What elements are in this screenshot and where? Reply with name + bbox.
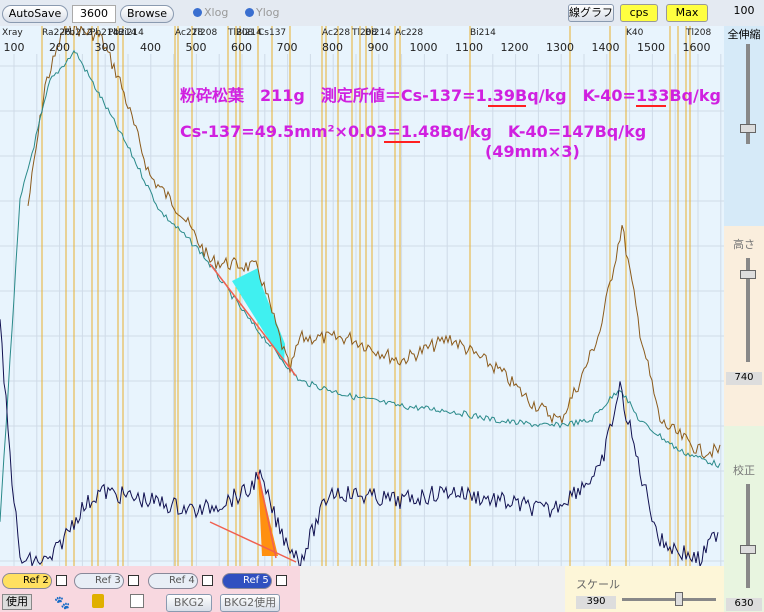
x-tick-label: 1500	[637, 41, 665, 54]
height-value: 740	[726, 372, 762, 385]
plot-background	[0, 26, 724, 566]
x-tick-label: 1600	[683, 41, 711, 54]
baseline	[209, 263, 297, 377]
max-button[interactable]: Max	[666, 4, 708, 22]
zoom-slider[interactable]	[746, 44, 750, 144]
x-tick-label: 200	[49, 41, 70, 54]
ref-checkbox[interactable]	[56, 575, 67, 586]
ref-checkbox[interactable]	[128, 575, 139, 586]
peak-label: Tl208	[191, 28, 217, 38]
peak-edge	[257, 471, 277, 559]
peak-label: Pb214	[90, 28, 119, 38]
peak-label: Tl208	[351, 28, 377, 38]
bkg2-button[interactable]: BKG2	[166, 594, 212, 612]
baseline-diff	[209, 521, 297, 563]
xlog-radio[interactable]: Xlog	[193, 4, 228, 22]
autosave-button[interactable]: AutoSave	[2, 5, 68, 23]
spectrum-line	[0, 319, 719, 566]
top-value: 100	[733, 4, 755, 17]
x-tick-label: 1400	[592, 41, 620, 54]
x-tick-label: 1300	[546, 41, 574, 54]
calib-thumb[interactable]	[740, 545, 756, 554]
peak-label: Ac228	[395, 28, 423, 38]
ref-checkbox[interactable]	[276, 575, 287, 586]
graph-button[interactable]: 線グラフ	[568, 4, 614, 22]
use-button[interactable]: 使用	[2, 594, 32, 610]
spectrum-line	[0, 49, 721, 522]
scale-value: 390	[576, 596, 616, 609]
calib-slider[interactable]	[746, 484, 750, 588]
peak-label: Xray	[2, 28, 23, 38]
annotation: 粉砕松葉 211g 測定所値＝Cs-137=1.39Bq/kg K-40=133…	[180, 86, 721, 105]
calib-label: 校正	[733, 464, 755, 477]
browse-button[interactable]: Browse	[120, 5, 174, 23]
list-icon[interactable]	[130, 594, 144, 608]
x-tick-label: 800	[322, 41, 343, 54]
bkg2-use-button[interactable]: BKG2使用	[220, 594, 280, 612]
peak-label: Bi214	[236, 28, 262, 38]
peak-label: K40	[626, 28, 644, 38]
peak-label: Bi214	[365, 28, 391, 38]
ref-button[interactable]: Ref 5	[222, 573, 272, 589]
annotation: (49mm×3)	[485, 142, 580, 161]
spectrum-line	[27, 26, 721, 459]
bottom-blank	[300, 566, 565, 612]
ref-button[interactable]: Ref 2	[2, 573, 52, 589]
calib-panel	[724, 426, 764, 612]
annotation: Cs-137=49.5mm²×0.03=1.48Bq/kg K-40=147Bq…	[180, 122, 646, 141]
scale-thumb[interactable]	[675, 592, 683, 606]
scale-slider[interactable]	[622, 598, 716, 601]
peak-label: Bi214	[118, 28, 144, 38]
ref-checkbox[interactable]	[202, 575, 213, 586]
height-panel	[724, 226, 764, 426]
zoom-label: 全伸縮	[727, 28, 761, 41]
time-input[interactable]: 3600	[72, 5, 116, 23]
x-tick-label: 1100	[455, 41, 483, 54]
x-tick-label: 1200	[501, 41, 529, 54]
x-tick-label: 600	[231, 41, 252, 54]
x-tick-label: 300	[95, 41, 116, 54]
peak-label: Ra226	[42, 28, 71, 38]
x-tick-label: 400	[140, 41, 161, 54]
peak-label: Ac228	[322, 28, 350, 38]
cps-button[interactable]: cps	[620, 4, 658, 22]
ylog-radio[interactable]: Ylog	[245, 4, 280, 22]
height-thumb[interactable]	[740, 270, 756, 279]
paw-icon[interactable]: 🐾	[54, 596, 71, 611]
peak-label: Pb212	[64, 28, 92, 38]
x-tick-label: 1000	[410, 41, 438, 54]
height-slider[interactable]	[746, 258, 750, 362]
peak-label: Bi214	[470, 28, 496, 38]
zoom-thumb[interactable]	[740, 124, 756, 133]
peak-label: Pb214	[108, 28, 137, 38]
peak-label: Ac228	[175, 28, 203, 38]
cs-area	[232, 268, 285, 364]
scale-label: スケール	[576, 578, 620, 591]
x-tick-label: 700	[277, 41, 298, 54]
ref-button[interactable]: Ref 4	[148, 573, 198, 589]
peak-label: Tl208	[227, 28, 253, 38]
ref-button[interactable]: Ref 3	[74, 573, 124, 589]
calib-value: 630	[726, 598, 762, 611]
x-tick-label: 100	[4, 41, 25, 54]
peak-label: Tl208	[685, 28, 711, 38]
peak-label: Cs137	[258, 28, 286, 38]
x-tick-label: 500	[186, 41, 207, 54]
height-label: 高さ	[733, 238, 755, 251]
x-tick-label: 900	[368, 41, 389, 54]
lock-icon[interactable]	[92, 594, 104, 608]
